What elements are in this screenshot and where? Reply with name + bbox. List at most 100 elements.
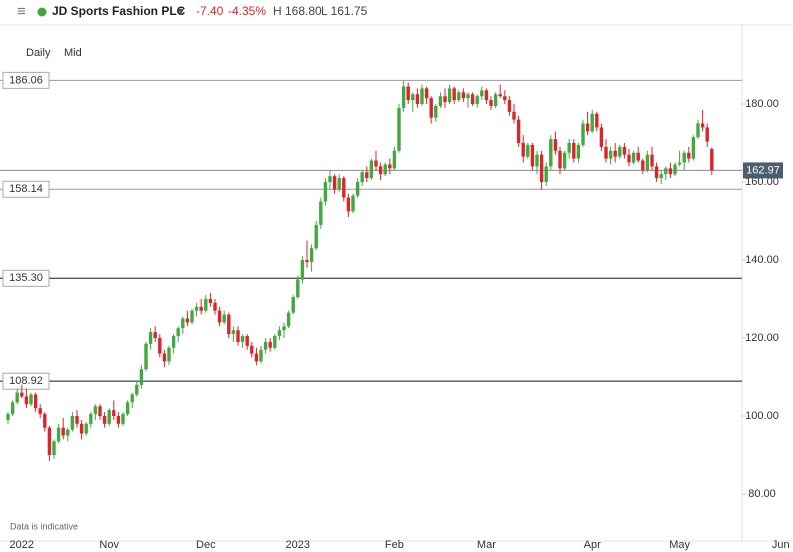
candle	[696, 119, 700, 140]
candle	[56, 423, 61, 444]
candle	[351, 193, 355, 214]
instrument-name[interactable]: JD Sports Fashion PLC	[52, 4, 186, 18]
candle-body	[259, 349, 263, 362]
level-label: 135.30	[9, 272, 43, 284]
candle-body	[585, 123, 590, 132]
candle-body	[323, 182, 328, 202]
x-tick-label: Nov	[99, 539, 119, 551]
candle	[668, 162, 673, 179]
candle-body	[144, 343, 148, 370]
candle	[429, 96, 433, 124]
candle	[194, 302, 199, 317]
candle	[677, 150, 682, 167]
candle-body	[332, 176, 337, 190]
candle-body	[263, 341, 268, 350]
candle	[20, 384, 24, 399]
candle-body	[378, 166, 383, 175]
candle-body	[6, 414, 10, 420]
candle	[286, 310, 291, 329]
candle	[79, 419, 84, 440]
candle	[107, 408, 111, 426]
candle	[526, 143, 530, 159]
candle	[245, 334, 249, 350]
x-tick-label: Jun	[772, 539, 790, 551]
candle	[493, 92, 498, 108]
candle-body	[424, 88, 429, 99]
candle	[70, 412, 75, 432]
candle	[581, 119, 585, 147]
candle	[627, 148, 631, 167]
level-label: 158.14	[9, 183, 43, 195]
candle	[319, 197, 323, 229]
candle	[181, 316, 185, 335]
y-tick-label: 100.00	[745, 410, 779, 422]
candle-body	[664, 168, 668, 175]
day-high: H 168.80	[273, 4, 322, 18]
y-tick-label: 80.00	[748, 488, 776, 500]
change-pct: -4.35%	[228, 4, 266, 18]
candle	[185, 310, 190, 327]
candle-body	[236, 330, 240, 342]
candle	[489, 96, 493, 110]
candle	[231, 326, 236, 342]
candle-body	[10, 402, 15, 415]
candle-body	[158, 338, 162, 354]
candle-body	[309, 248, 314, 262]
candle	[84, 421, 88, 436]
candle-body	[443, 96, 447, 103]
candle	[43, 412, 47, 432]
dropdown[interactable]: ▾	[178, 4, 184, 18]
candle-body	[420, 88, 424, 104]
candle	[604, 139, 608, 163]
candle	[484, 88, 489, 104]
candle	[323, 178, 328, 206]
candle	[98, 404, 102, 420]
x-tick-label: 2023	[286, 539, 310, 551]
candle	[296, 275, 300, 299]
candle	[337, 174, 341, 192]
candle	[328, 170, 332, 190]
candle-body	[194, 306, 199, 311]
candle	[314, 221, 318, 251]
candle-body	[581, 123, 585, 145]
candle	[710, 147, 714, 176]
candle-body	[631, 152, 636, 163]
candle-body	[47, 427, 52, 455]
candle	[263, 338, 268, 354]
candle-body	[572, 143, 576, 159]
candle-body	[388, 164, 392, 169]
interval[interactable]: Daily	[26, 47, 51, 59]
candle-body	[659, 174, 663, 179]
candle-body	[627, 154, 631, 163]
candle-body	[691, 137, 696, 159]
candle-body	[75, 416, 79, 424]
candle-body	[319, 201, 323, 225]
candle	[273, 334, 277, 350]
candle-body	[539, 154, 544, 182]
candle	[277, 326, 282, 340]
candle-body	[516, 119, 521, 143]
candle	[33, 392, 38, 413]
candle	[521, 135, 525, 163]
candle	[66, 427, 70, 442]
menu-icon[interactable]: ≡	[17, 3, 26, 20]
candle	[369, 158, 374, 181]
candle-body	[116, 416, 121, 424]
candle	[613, 143, 617, 163]
candle	[516, 115, 521, 147]
candle-body	[277, 330, 282, 337]
candle-body	[636, 152, 640, 161]
candle	[213, 299, 217, 315]
candle	[259, 345, 263, 364]
level-label: 186.06	[9, 74, 43, 86]
level-label-box	[2, 269, 50, 287]
candle	[153, 326, 157, 342]
candle-body	[595, 113, 599, 128]
level-label-box	[2, 180, 50, 198]
candle-body	[84, 423, 88, 434]
change: -7.40	[196, 4, 224, 18]
candle	[447, 84, 452, 104]
candle	[158, 334, 162, 358]
candle-body	[700, 123, 705, 128]
price-type[interactable]: Mid	[64, 47, 82, 59]
